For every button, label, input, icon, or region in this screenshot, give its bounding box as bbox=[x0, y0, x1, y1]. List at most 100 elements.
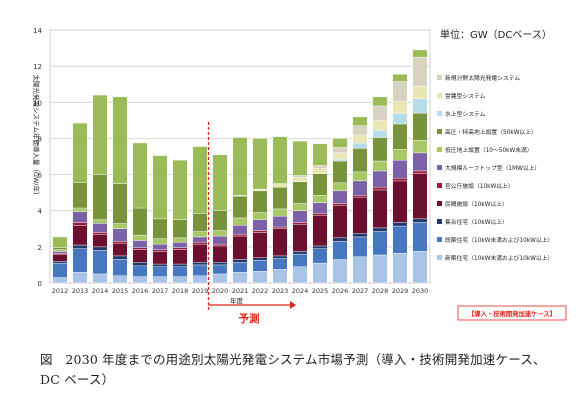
bar-segment bbox=[172, 249, 188, 265]
bar-segment bbox=[312, 245, 328, 249]
legend-entry: 新築住宅（10kW未満および10kW以上） bbox=[445, 254, 553, 262]
bar-segment bbox=[312, 143, 328, 166]
bar-segment bbox=[52, 261, 68, 264]
bar-segment bbox=[192, 213, 208, 232]
y-tick-label: 0 bbox=[38, 280, 42, 288]
bar-segment bbox=[172, 159, 188, 220]
legend-entry: 大規模ルーフトップ型（1MW以上） bbox=[445, 164, 540, 172]
bar-segment bbox=[412, 218, 428, 223]
bar-segment bbox=[252, 190, 268, 213]
bar-segment bbox=[252, 138, 268, 190]
bar-segment bbox=[112, 223, 128, 229]
x-tick-label: 2029 bbox=[392, 287, 409, 295]
y-tick-label: 8 bbox=[38, 135, 42, 143]
bar-segment bbox=[232, 262, 248, 273]
bar-segment bbox=[232, 224, 248, 235]
bar-segment bbox=[212, 273, 228, 284]
y-tick-label: 2 bbox=[38, 244, 42, 252]
legend-swatch bbox=[437, 129, 442, 134]
bar-segment bbox=[132, 142, 148, 209]
bar-segment bbox=[112, 255, 128, 260]
bar-segment bbox=[352, 142, 368, 149]
bar-segment bbox=[352, 116, 368, 126]
bar-segment bbox=[312, 215, 328, 247]
bar-segment bbox=[352, 125, 368, 136]
bar-segment bbox=[152, 243, 168, 250]
legend-entry: 既築住宅（10kW未満および10kW以上） bbox=[445, 236, 553, 244]
bar-segment bbox=[372, 130, 388, 138]
legend-swatch bbox=[437, 219, 442, 224]
bar-segment bbox=[412, 98, 428, 114]
bar-segment bbox=[292, 140, 308, 176]
scenario-box bbox=[457, 305, 567, 321]
x-tick-label: 2026 bbox=[332, 287, 349, 295]
bar-segment bbox=[72, 248, 88, 273]
bar-segment bbox=[172, 276, 188, 284]
y-tick-label: 4 bbox=[38, 208, 43, 216]
bar-segment bbox=[152, 218, 168, 239]
x-tick-label: 2021 bbox=[232, 287, 249, 295]
bar-segment bbox=[412, 140, 428, 154]
bar-segment bbox=[72, 222, 88, 226]
x-tick-label: 2018 bbox=[172, 287, 189, 295]
bar-segment bbox=[52, 262, 68, 278]
bar-segment bbox=[132, 247, 148, 250]
bar-segment bbox=[272, 215, 288, 228]
x-tick-label: 2023 bbox=[272, 287, 289, 295]
bar-segment bbox=[312, 168, 328, 174]
bar-segment bbox=[352, 233, 368, 238]
bar-segment bbox=[72, 122, 88, 183]
bar-segment bbox=[192, 262, 208, 266]
bar-segment bbox=[252, 188, 268, 192]
bar-segment bbox=[192, 243, 208, 263]
bar-segment bbox=[232, 234, 248, 237]
bar-segment bbox=[392, 81, 408, 102]
bar-segment bbox=[172, 266, 188, 277]
bar-segment bbox=[372, 160, 388, 172]
bar-segment bbox=[372, 254, 388, 284]
bar-segment bbox=[292, 210, 308, 223]
legend-swatch bbox=[437, 111, 442, 116]
bar-segment bbox=[252, 257, 268, 261]
bar-segment bbox=[312, 165, 328, 169]
legend-swatch bbox=[437, 75, 442, 80]
legend-entry: 官公庁施設（10kW以上） bbox=[445, 182, 514, 190]
bar-segment bbox=[92, 232, 108, 235]
bar-segment bbox=[352, 195, 368, 198]
bar-segment bbox=[392, 225, 408, 254]
bar-segment bbox=[292, 203, 308, 211]
x-tick-label: 2028 bbox=[372, 287, 389, 295]
bar-segment bbox=[312, 262, 328, 284]
x-tick-label: 2014 bbox=[92, 287, 109, 295]
x-tick-label: 2027 bbox=[352, 287, 369, 295]
bar-segment bbox=[92, 174, 108, 220]
bar-segment bbox=[232, 217, 248, 226]
bar-segment bbox=[312, 195, 328, 203]
bar-segment bbox=[352, 256, 368, 284]
bar-segment bbox=[72, 211, 88, 223]
bar-segment bbox=[252, 260, 268, 272]
bar-segment bbox=[412, 85, 428, 99]
y-axis-label: 太陽光発電システム年間導入量（GW/年） bbox=[32, 75, 41, 199]
bar-segment bbox=[112, 243, 128, 257]
bar-segment bbox=[212, 245, 228, 263]
legend-entry: 高圧・特高地上設置（50kW以上） bbox=[445, 128, 537, 136]
legend-entry: 低圧地上設置（10～50kW未満） bbox=[445, 146, 533, 154]
bar-segment bbox=[192, 236, 208, 243]
bar-segment bbox=[92, 246, 108, 251]
legend-entry: 新規分野太陽光発電システム bbox=[445, 74, 520, 82]
bar-segment bbox=[332, 205, 348, 239]
bar-segment bbox=[292, 251, 308, 255]
bar-segment bbox=[132, 262, 148, 267]
x-tick-label: 2019 bbox=[192, 287, 209, 295]
bar-segment bbox=[172, 247, 188, 250]
bar-segment bbox=[252, 212, 268, 220]
bar-segment bbox=[132, 276, 148, 284]
bar-segment bbox=[272, 258, 288, 270]
bar-segment bbox=[192, 264, 208, 276]
bar-segment bbox=[332, 190, 348, 204]
bar-segment bbox=[332, 160, 348, 183]
bar-segment bbox=[112, 275, 128, 284]
